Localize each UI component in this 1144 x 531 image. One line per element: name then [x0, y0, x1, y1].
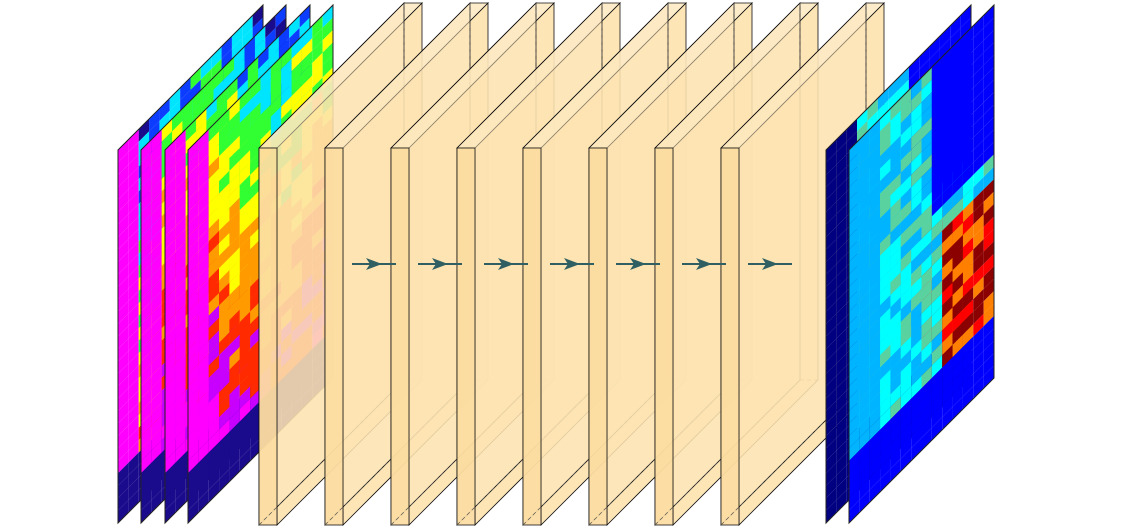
arrow-3	[484, 258, 528, 270]
output-map-2	[848, 3, 995, 525]
arrow-7	[748, 258, 792, 270]
arrow-1	[352, 258, 396, 270]
arrow-5	[616, 258, 660, 270]
arrow-4	[550, 258, 594, 270]
output-feature-maps	[825, 3, 995, 525]
arrow-2	[418, 258, 462, 270]
arrow-6	[682, 258, 726, 270]
hidden-layers	[258, 2, 885, 526]
layer-arrows	[352, 258, 792, 270]
